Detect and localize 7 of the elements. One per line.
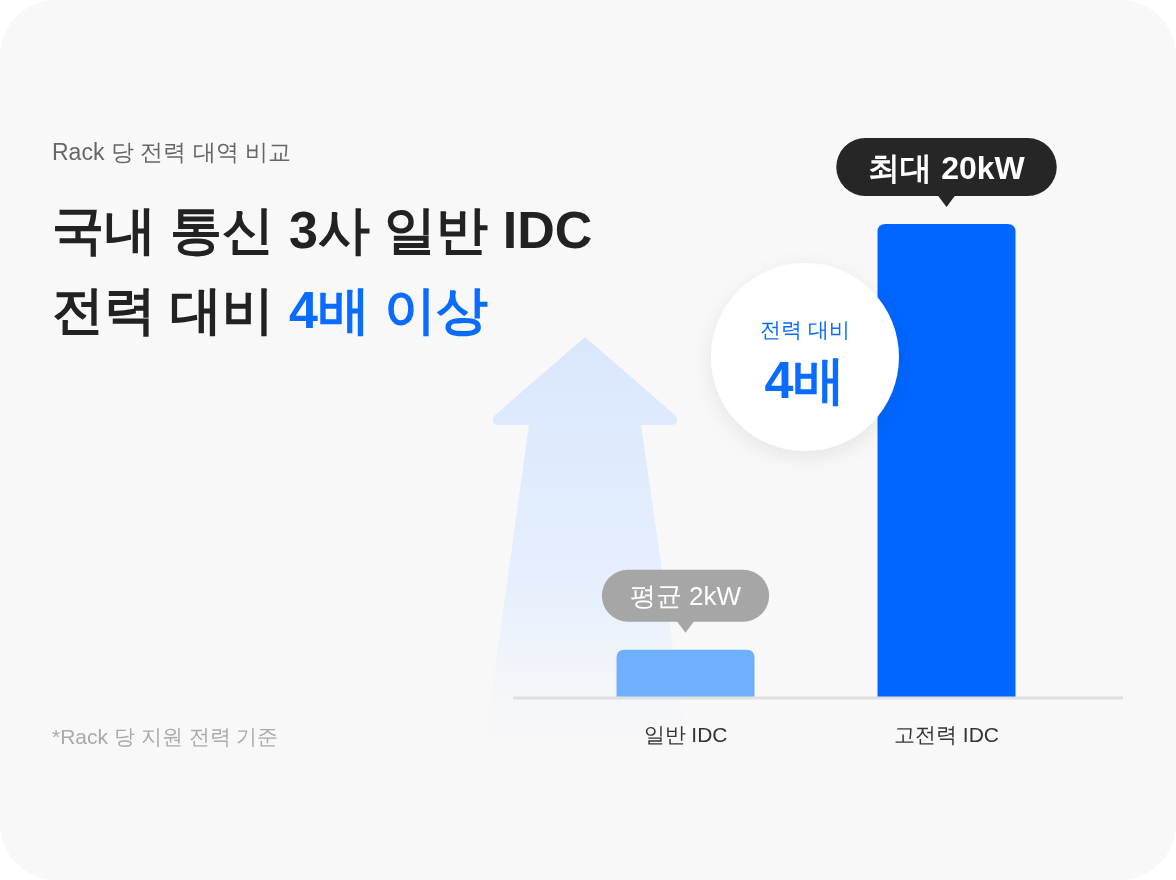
- subtitle: Rack 당 전력 대역 비교: [52, 139, 291, 165]
- annotation: *Rack 당 지원 전력 기준: [52, 725, 279, 748]
- annotation: 4배: [764, 351, 846, 409]
- data-label: 평균 2kW: [629, 581, 742, 612]
- data-label: 최대 20kW: [868, 149, 1026, 186]
- title: 국내 통신 3사 일반 IDC 전력 대비 4배 이상: [52, 201, 593, 339]
- annotation: 전력 대비: [760, 318, 850, 341]
